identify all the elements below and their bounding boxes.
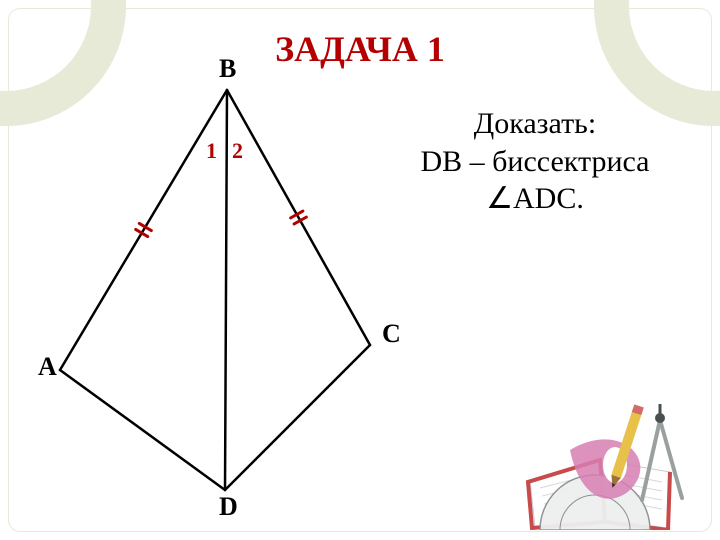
vertex-label-b: B [219,54,236,84]
angle-label-1: 1 [206,138,217,164]
angle-label-2: 2 [232,138,243,164]
tools-illustration [510,390,700,530]
problem-statement: Доказать:DB – биссектриса∠ADC. [370,105,700,218]
vertex-label-d: D [219,492,238,522]
vertex-label-c: C [382,319,401,349]
slide-canvas: ЗАДАЧА 1 Доказать:DB – биссектриса∠ADC. … [0,0,720,540]
vertex-label-a: A [38,352,57,382]
